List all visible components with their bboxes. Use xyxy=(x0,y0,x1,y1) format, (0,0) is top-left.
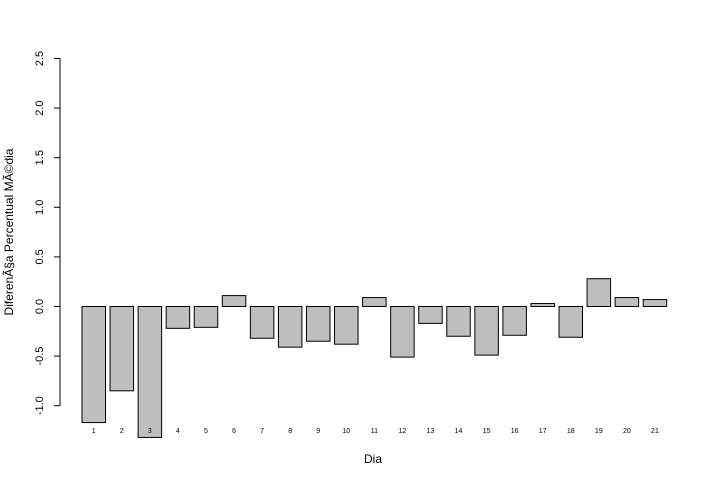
y-tick-label: 2.5 xyxy=(34,51,46,66)
y-tick-label: -0.5 xyxy=(34,347,46,366)
bar-dia-1 xyxy=(81,306,106,424)
x-tick-label: 3 xyxy=(148,428,152,435)
x-tick-label: 15 xyxy=(483,428,491,435)
bar-dia-5 xyxy=(193,306,219,328)
x-tick-label: 13 xyxy=(427,428,435,435)
bar-dia-19 xyxy=(586,278,612,307)
y-tick-label: -1.0 xyxy=(34,396,46,415)
bar-dia-8 xyxy=(277,306,303,348)
y-axis-label: DiferenÃ§a Percentual MÃ©dia xyxy=(2,148,16,315)
bar-dia-14 xyxy=(446,306,471,337)
x-tick-label: 21 xyxy=(651,428,659,435)
bar-dia-11 xyxy=(362,297,387,307)
x-tick-label: 16 xyxy=(511,428,519,435)
x-tick-label: 17 xyxy=(539,428,547,435)
bars xyxy=(81,278,668,438)
y-axis: -1.0 -0.5 0.0 0.5 1.0 1.5 2.0 2.5 xyxy=(34,51,61,415)
x-tick-label: 9 xyxy=(316,428,320,435)
x-tick-label: 5 xyxy=(204,428,208,435)
bar-dia-21 xyxy=(642,299,668,307)
bar-dia-2 xyxy=(109,306,135,392)
bar-dia-10 xyxy=(334,306,359,345)
x-axis-label: Dia xyxy=(364,452,382,466)
bar-dia-15 xyxy=(474,306,499,356)
bar-dia-13 xyxy=(418,306,443,324)
bar-dia-3 xyxy=(137,306,163,438)
x-tick-label: 10 xyxy=(342,428,350,435)
y-tick-label: 1.0 xyxy=(34,200,46,215)
bar-dia-7 xyxy=(249,306,275,339)
y-tick-label: 0.0 xyxy=(34,299,46,314)
y-tick-label: 1.5 xyxy=(34,150,46,165)
x-tick-label: 2 xyxy=(120,428,124,435)
x-tick-label: 20 xyxy=(623,428,631,435)
x-tick-label: 12 xyxy=(399,428,407,435)
x-tick-label: 7 xyxy=(260,428,264,435)
x-tick-label: 18 xyxy=(567,428,575,435)
bar-dia-4 xyxy=(165,306,191,329)
x-tick-label: 8 xyxy=(288,428,292,435)
bar-dia-20 xyxy=(614,297,640,307)
bar-dia-12 xyxy=(390,306,415,358)
x-tick-label: 19 xyxy=(595,428,603,435)
x-tick-label: 14 xyxy=(455,428,463,435)
bar-dia-17 xyxy=(530,303,555,307)
x-tick-label: 4 xyxy=(176,428,180,435)
bar-dia-18 xyxy=(558,306,584,338)
bar-dia-9 xyxy=(305,306,331,342)
bar-dia-6 xyxy=(221,295,247,308)
x-tick-labels: 1 2 3 4 5 6 7 8 9 10 11 12 13 14 15 16 17 18 19 20 21 xyxy=(92,428,659,435)
x-tick-label: 1 xyxy=(92,428,96,435)
y-tick-label: 0.5 xyxy=(34,249,46,264)
y-tick-label: 2.0 xyxy=(34,100,46,115)
x-tick-label: 11 xyxy=(371,428,378,435)
x-tick-label: 6 xyxy=(232,428,236,435)
bar-dia-16 xyxy=(502,306,527,336)
